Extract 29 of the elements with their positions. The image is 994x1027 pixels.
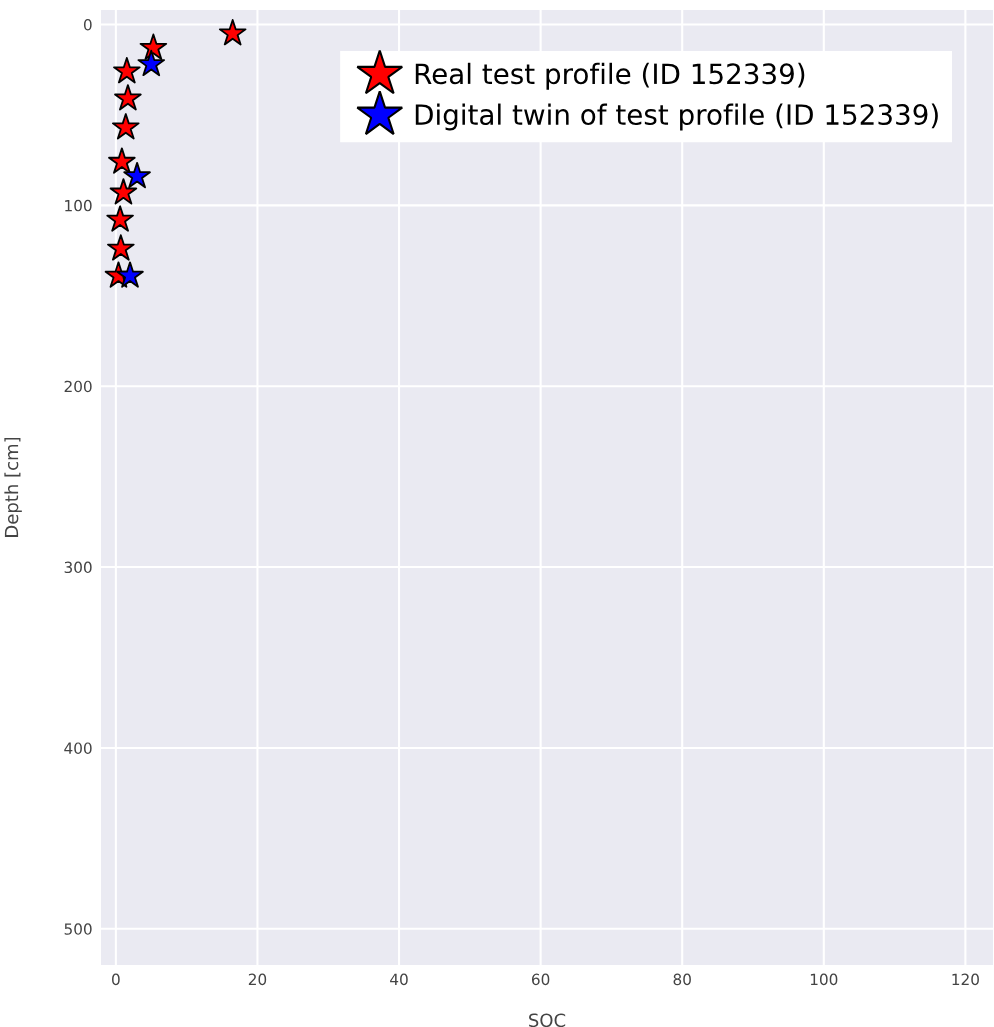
y-tick-label: 0 (83, 18, 92, 31)
legend-label: Digital twin of test profile (ID 152339) (415, 103, 938, 131)
point (108, 147, 136, 174)
x-tick-label: 100 (810, 973, 838, 986)
point (116, 261, 144, 288)
point (114, 84, 142, 111)
y-tick-label: 200 (64, 380, 92, 393)
point (139, 33, 168, 60)
x-tick-label: 120 (952, 973, 979, 986)
x-tick-label: 60 (531, 973, 550, 986)
point (111, 113, 140, 140)
point (137, 49, 166, 77)
x-tick-label: 0 (112, 973, 120, 986)
x-tick-label: 40 (390, 973, 408, 986)
y-tick-label: 500 (64, 923, 92, 935)
x-axis-title: SOC (529, 1013, 566, 1027)
point (106, 205, 134, 232)
point (113, 57, 141, 84)
y-axis-title: Depth [cm] (4, 437, 22, 537)
point (107, 234, 135, 261)
point (123, 161, 151, 189)
x-tick-label: 80 (673, 973, 691, 986)
y-tick-label: 300 (64, 561, 92, 574)
x-tick-label: 20 (248, 973, 267, 986)
point (109, 178, 138, 205)
legend-label: Real test profile (ID 152339) (415, 62, 805, 90)
y-tick-label: 400 (64, 742, 92, 754)
point (218, 19, 247, 46)
y-tick-label: 100 (65, 199, 92, 212)
